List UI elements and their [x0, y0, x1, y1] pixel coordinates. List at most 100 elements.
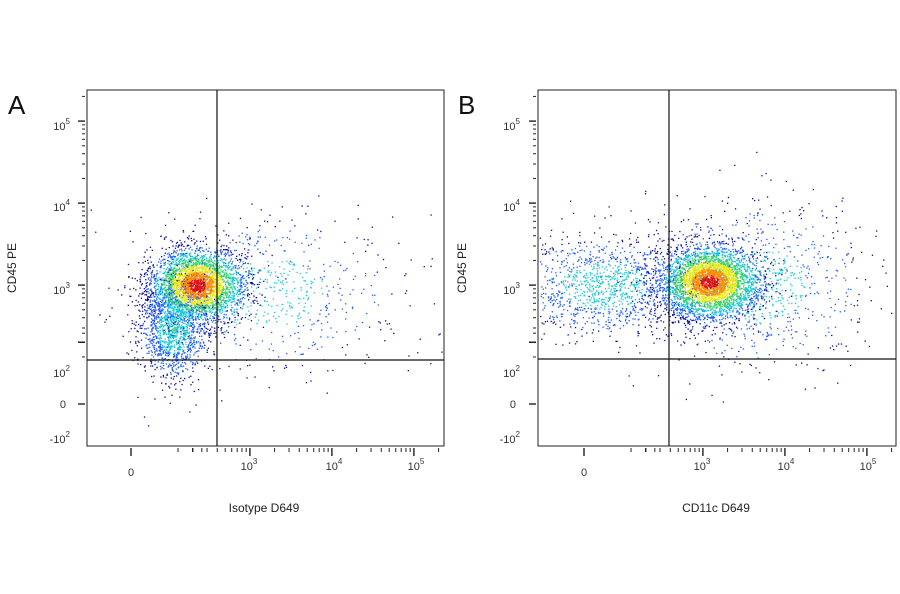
- event-dot: [286, 323, 288, 325]
- event-dot: [164, 287, 166, 289]
- event-dot: [151, 269, 154, 272]
- event-dot: [147, 425, 150, 427]
- event-dot: [164, 358, 166, 360]
- event-dot: [213, 257, 215, 259]
- event-dot: [198, 298, 200, 300]
- event-dot: [247, 318, 249, 320]
- event-dot: [368, 356, 370, 358]
- event-dot: [224, 300, 226, 302]
- event-dot: [144, 273, 146, 276]
- event-dot: [200, 317, 203, 319]
- event-dot: [194, 285, 196, 287]
- event-dot: [184, 253, 186, 256]
- event-dot: [200, 360, 203, 362]
- event-dot: [162, 351, 164, 353]
- event-dot: [148, 305, 150, 307]
- event-dot: [185, 355, 187, 357]
- event-dot: [208, 311, 210, 313]
- event-dot: [185, 305, 187, 308]
- event-dot: [172, 322, 175, 324]
- event-dot: [246, 267, 248, 269]
- event-dot: [192, 275, 194, 277]
- event-dot: [218, 284, 220, 286]
- event-dot: [200, 277, 202, 279]
- event-dot: [152, 322, 154, 324]
- event-dot: [202, 262, 204, 264]
- event-dot: [256, 300, 258, 302]
- event-dot: [209, 315, 212, 317]
- event-dot: [208, 287, 210, 289]
- event-dot: [184, 260, 186, 262]
- event-dot: [168, 353, 170, 356]
- event-dot: [379, 322, 381, 324]
- event-dot: [177, 367, 179, 369]
- event-dot: [149, 256, 151, 258]
- event-dot: [391, 293, 393, 295]
- event-dot: [405, 273, 407, 275]
- event-dot: [204, 344, 206, 346]
- event-dot: [151, 323, 153, 325]
- event-dot: [217, 314, 219, 316]
- event-dot: [162, 309, 164, 311]
- event-dot: [172, 302, 174, 305]
- event-dot: [212, 271, 214, 273]
- event-dot: [220, 253, 223, 255]
- event-dot: [190, 361, 192, 363]
- event-dot: [325, 306, 328, 309]
- event-dot: [176, 259, 178, 261]
- event-dot: [377, 304, 379, 306]
- event-dot: [169, 260, 171, 262]
- event-dot: [272, 298, 274, 300]
- event-dot: [177, 303, 179, 305]
- event-dot: [190, 278, 192, 280]
- event-dot: [169, 276, 171, 278]
- event-dot: [186, 297, 188, 299]
- event-dot: [219, 303, 221, 305]
- event-dot: [162, 376, 165, 378]
- event-dot: [171, 268, 173, 270]
- event-dot: [210, 273, 212, 275]
- event-dot: [205, 281, 207, 283]
- event-dot: [195, 280, 197, 282]
- event-dot: [188, 274, 190, 277]
- event-dot: [189, 356, 191, 358]
- event-dot: [153, 315, 155, 317]
- event-dot: [258, 283, 260, 286]
- event-dot: [178, 289, 181, 292]
- event-dot: [174, 260, 177, 262]
- event-dot: [167, 307, 170, 309]
- event-dot: [198, 332, 201, 334]
- event-dot: [212, 289, 214, 291]
- event-dot: [217, 234, 219, 236]
- event-dot: [128, 275, 130, 278]
- event-dot: [195, 311, 197, 313]
- event-dot: [205, 291, 207, 293]
- event-dot: [356, 325, 358, 328]
- event-dot: [215, 268, 217, 270]
- event-dot: [165, 301, 167, 303]
- event-dot: [137, 331, 139, 333]
- event-dot: [202, 312, 204, 314]
- event-dot: [189, 281, 191, 284]
- event-dot: [167, 292, 169, 295]
- event-dot: [321, 278, 323, 280]
- event-dot: [224, 331, 226, 333]
- event-dot: [192, 260, 194, 262]
- event-dot: [200, 277, 203, 280]
- event-dot: [166, 268, 168, 270]
- event-dot: [268, 348, 270, 350]
- event-dot: [217, 279, 220, 281]
- event-dot: [211, 271, 213, 273]
- event-dot: [163, 349, 166, 351]
- event-dot: [182, 253, 184, 255]
- event-dot: [176, 279, 178, 281]
- event-dot: [234, 326, 236, 329]
- event-dot: [200, 300, 202, 303]
- event-dot: [209, 305, 212, 307]
- event-dot: [179, 258, 182, 261]
- event-dot: [174, 247, 177, 249]
- event-dot: [227, 282, 229, 284]
- event-dot: [204, 332, 206, 334]
- event-dot: [205, 269, 207, 271]
- event-dot: [292, 268, 294, 270]
